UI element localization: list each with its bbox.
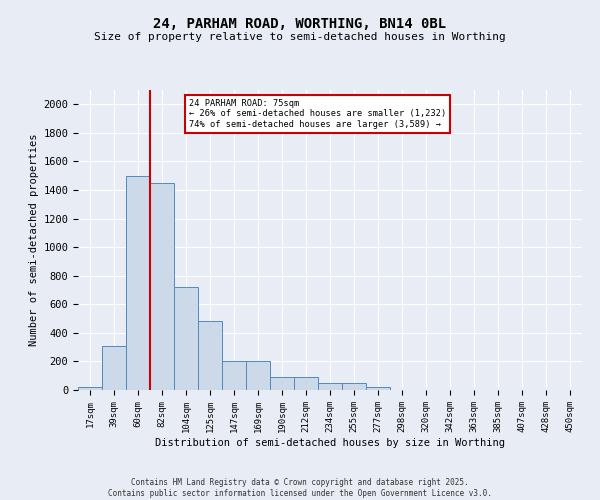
Bar <box>246 362 270 390</box>
Bar <box>318 384 342 390</box>
Bar <box>222 362 246 390</box>
Text: Contains HM Land Registry data © Crown copyright and database right 2025.
Contai: Contains HM Land Registry data © Crown c… <box>108 478 492 498</box>
Y-axis label: Number of semi-detached properties: Number of semi-detached properties <box>29 134 39 346</box>
Bar <box>174 287 198 390</box>
Bar <box>198 322 222 390</box>
Bar <box>126 176 150 390</box>
Bar <box>150 183 174 390</box>
Bar <box>102 346 126 390</box>
Text: Size of property relative to semi-detached houses in Worthing: Size of property relative to semi-detach… <box>94 32 506 42</box>
Text: 24, PARHAM ROAD, WORTHING, BN14 0BL: 24, PARHAM ROAD, WORTHING, BN14 0BL <box>154 18 446 32</box>
Bar <box>366 387 390 390</box>
Bar <box>294 377 318 390</box>
Bar <box>342 384 366 390</box>
Bar <box>78 387 102 390</box>
Bar <box>270 377 294 390</box>
Text: Distribution of semi-detached houses by size in Worthing: Distribution of semi-detached houses by … <box>155 438 505 448</box>
Text: 24 PARHAM ROAD: 75sqm
← 26% of semi-detached houses are smaller (1,232)
74% of s: 24 PARHAM ROAD: 75sqm ← 26% of semi-deta… <box>189 99 446 129</box>
